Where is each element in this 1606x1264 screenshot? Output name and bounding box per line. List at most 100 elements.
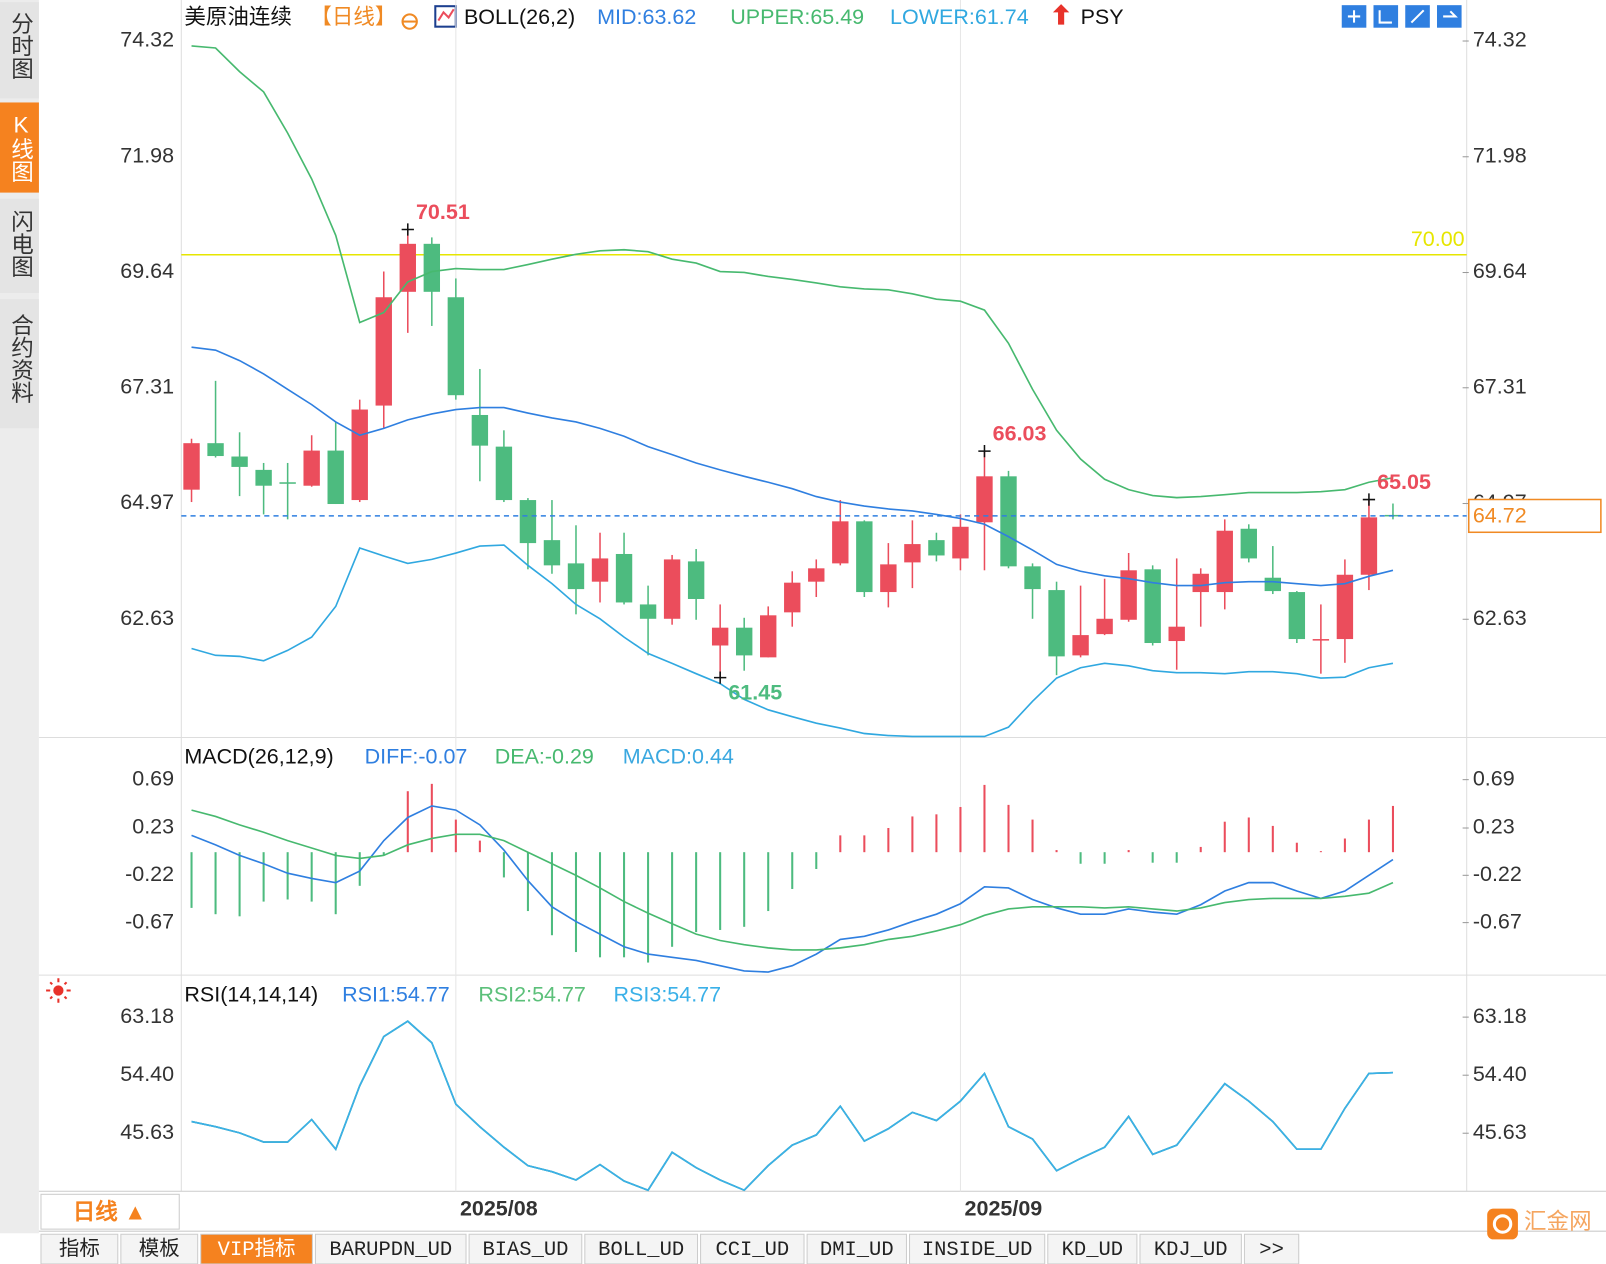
y-tick-label: 0.69 (1473, 766, 1515, 790)
y-tick-label: 69.64 (1473, 259, 1527, 283)
histogram-bar (1175, 852, 1178, 863)
extreme-marker (1362, 493, 1376, 506)
histogram-bar (478, 840, 481, 853)
sidebar-item-bg[interactable] (0, 102, 39, 193)
sidebar-item[interactable]: 分时图 (9, 12, 34, 80)
candle-body (760, 615, 777, 658)
candle-body (375, 297, 392, 406)
candle-body (639, 604, 657, 619)
tab-label[interactable]: >> (1259, 1239, 1284, 1262)
candle-body (1048, 590, 1065, 657)
toolbar-icon[interactable] (1373, 5, 1399, 28)
y-tick-label: 67.31 (1473, 374, 1527, 398)
tab-label[interactable]: 指标 (59, 1237, 100, 1262)
sidebar-item-bg[interactable] (0, 2, 39, 99)
period-button-label[interactable]: 日线 ▲ (73, 1199, 147, 1225)
sidebar-item[interactable]: 合约资料 (9, 313, 34, 404)
sidebar-item[interactable]: 闪电图 (9, 210, 34, 278)
x-tick-label: 2025/09 (965, 1196, 1043, 1220)
tab[interactable] (700, 1233, 805, 1264)
sidebar-item-bg[interactable] (0, 198, 39, 293)
histogram-bar (1391, 805, 1394, 853)
histogram-bar (911, 816, 914, 853)
histogram-bar (214, 852, 217, 915)
reference-label: 70.00 (1411, 227, 1465, 251)
tab[interactable] (200, 1233, 313, 1264)
tab[interactable] (40, 1233, 119, 1264)
histogram-bar (887, 828, 890, 853)
tab[interactable] (806, 1233, 907, 1264)
icon[interactable] (53, 985, 64, 996)
histogram-bar (1127, 850, 1130, 853)
extreme-label: 70.51 (416, 200, 470, 224)
tab[interactable] (584, 1233, 699, 1264)
y-tick-label: -0.67 (125, 909, 174, 933)
histogram-bar (743, 852, 746, 927)
histogram-bar (767, 852, 770, 912)
period-button[interactable] (40, 1193, 180, 1230)
tab-label[interactable]: INSIDE_UD (922, 1239, 1033, 1262)
tab-label[interactable]: KDJ_UD (1154, 1239, 1228, 1262)
extreme-label: 65.05 (1377, 470, 1431, 494)
histogram-bar (695, 852, 698, 933)
sidebar-item[interactable]: K线图 (9, 113, 34, 183)
candle-body (1144, 569, 1161, 644)
tab-label[interactable]: BOLL_UD (598, 1239, 684, 1262)
y-tick-label: 63.18 (120, 1004, 174, 1028)
histogram-bar (959, 806, 962, 853)
candle-body (495, 446, 513, 501)
histogram-bar (502, 852, 505, 878)
extreme-marker (714, 671, 727, 684)
tab[interactable] (314, 1233, 467, 1264)
tab-label[interactable]: KD_UD (1062, 1239, 1123, 1262)
candle-body (735, 627, 753, 656)
tab[interactable] (1047, 1233, 1138, 1264)
icon (437, 8, 455, 22)
histogram-bar (550, 852, 553, 936)
chart-title: 美原油连续 (184, 5, 292, 29)
indicator-line (191, 1020, 1393, 1192)
histogram-bar (983, 784, 986, 853)
logo: 汇金网 (1524, 1209, 1592, 1234)
candle-body (231, 456, 248, 467)
candle-body (1192, 573, 1209, 593)
tab[interactable] (468, 1233, 583, 1264)
candle-body (880, 564, 897, 593)
tab[interactable] (909, 1233, 1046, 1264)
histogram-bar (647, 852, 650, 963)
histogram-bar (598, 852, 602, 958)
legend-item: UPPER:65.49 (730, 5, 864, 29)
tab-label[interactable]: CCI_UD (715, 1239, 789, 1262)
tab-label[interactable]: BARUPDN_UD (329, 1239, 452, 1262)
histogram-bar (1271, 825, 1274, 853)
last-price-box (1467, 498, 1602, 534)
tab-label[interactable]: 模板 (139, 1237, 180, 1262)
histogram-bar (382, 852, 385, 856)
indicator-line (191, 346, 1394, 587)
tab-label[interactable]: DMI_UD (820, 1239, 894, 1262)
y-tick-label: 0.69 (132, 766, 174, 790)
sidebar-item-bg[interactable] (0, 299, 39, 429)
tab[interactable] (1139, 1233, 1242, 1264)
tab[interactable] (120, 1233, 199, 1264)
tab-label[interactable]: BIAS_UD (482, 1239, 568, 1262)
y-tick-label: -0.22 (125, 862, 174, 886)
candle-body (351, 409, 368, 501)
candle-body (1096, 618, 1113, 635)
histogram-bar (1007, 804, 1010, 853)
extreme-marker (401, 223, 414, 236)
histogram-bar (1103, 852, 1106, 864)
indicator-line (191, 544, 1394, 738)
histogram-bar (310, 852, 313, 902)
tab-label[interactable]: VIP指标 (218, 1237, 296, 1262)
y-tick-label: 62.63 (120, 606, 174, 630)
tab[interactable] (1243, 1233, 1300, 1264)
y-tick-label: 0.23 (132, 815, 174, 839)
candle-body (591, 558, 609, 582)
indicator-line (191, 805, 1394, 973)
icon[interactable] (1052, 4, 1070, 25)
legend-item: LOWER:61.74 (890, 5, 1029, 29)
candle-body (1264, 577, 1282, 592)
candle-body (303, 450, 320, 486)
x-tick-label: 2025/08 (460, 1196, 538, 1220)
